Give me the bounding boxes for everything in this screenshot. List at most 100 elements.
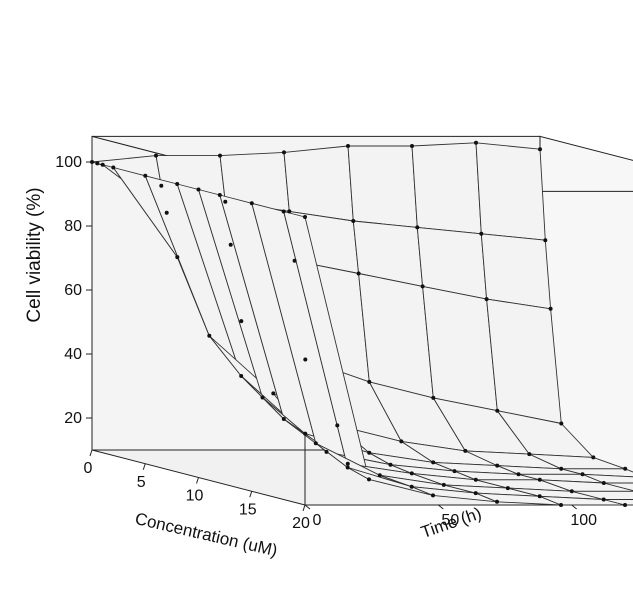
data-point-3-4 <box>367 379 372 384</box>
surface-cell-7-6 <box>603 482 633 492</box>
x-tick-label-15: 15 <box>239 501 257 518</box>
data-point-8-2 <box>377 473 382 478</box>
data-point-8-4 <box>505 486 510 491</box>
data-point-6-6 <box>580 472 585 477</box>
data-point-6-1 <box>260 395 265 400</box>
data-point-2-0 <box>100 162 105 167</box>
data-point-4-6 <box>527 452 532 457</box>
data-point-5-1 <box>239 374 244 378</box>
data-point-7-0 <box>217 193 222 197</box>
surface-cell-6-6 <box>582 473 633 484</box>
data-point-5-7 <box>623 466 628 471</box>
data-point-3-7 <box>559 421 564 426</box>
data-point-1-7 <box>543 238 548 243</box>
z-tick-label-left-60: 60 <box>64 282 82 299</box>
data-point-3-5 <box>431 395 436 400</box>
surface-cell-0-5 <box>411 142 482 235</box>
data-point-3-0 <box>111 165 116 170</box>
data-point-8-3 <box>441 482 446 487</box>
x-tick-15 <box>249 491 253 498</box>
data-point-2-2 <box>228 242 233 247</box>
data-point-10-5 <box>623 503 627 507</box>
data-point-10-1 <box>367 477 371 482</box>
data-point-7-1 <box>281 417 286 421</box>
data-point-9-0 <box>281 209 286 214</box>
data-point-9-4 <box>537 494 542 499</box>
x-tick-0 <box>89 449 93 457</box>
surface-cell-0-6 <box>475 142 546 241</box>
data-point-5-4 <box>431 460 436 465</box>
data-point-7-5 <box>537 477 542 482</box>
data-point-0-7 <box>538 147 542 152</box>
data-point-1-5 <box>415 225 420 230</box>
data-point-1-6 <box>479 231 484 236</box>
surface-cell-7-5 <box>539 479 633 492</box>
data-point-5-3 <box>367 450 372 455</box>
data-point-5-6 <box>559 466 564 471</box>
z-tick-label-left-80: 80 <box>64 218 82 235</box>
data-point-4-0 <box>143 173 148 178</box>
data-point-6-5 <box>516 472 521 477</box>
data-point-2-5 <box>420 284 425 289</box>
surface-cell-0-3 <box>283 145 354 222</box>
data-point-5-0 <box>175 182 180 186</box>
data-point-8-5 <box>569 489 574 494</box>
data-point-0-2 <box>218 153 222 158</box>
data-point-7-4 <box>473 477 478 482</box>
surface-cell-0-4 <box>347 145 418 228</box>
data-point-6-0 <box>196 187 201 192</box>
data-point-3-1 <box>175 255 180 260</box>
surface-cell-2-6 <box>486 298 562 424</box>
y-tick-100 <box>571 504 577 510</box>
data-point-10-4 <box>559 503 563 507</box>
data-point-7-3 <box>409 471 414 476</box>
data-point-4-2 <box>271 391 276 396</box>
data-point-3-2 <box>239 319 244 324</box>
data-point-9-1 <box>345 465 350 470</box>
x-tick-label-5: 5 <box>137 474 146 491</box>
y-tick-0 <box>304 504 311 510</box>
data-point-9-5 <box>601 497 606 502</box>
data-point-10-2 <box>431 493 435 498</box>
y-tick-label-50: 50 <box>441 512 459 529</box>
y-axis-title: Time (h) <box>418 504 483 542</box>
data-point-1-1 <box>159 183 164 188</box>
x-axis-title: Concentration (uM) <box>133 509 279 560</box>
data-point-1-4 <box>351 219 356 223</box>
surface-cell-2-5 <box>422 285 498 412</box>
data-point-4-3 <box>335 423 340 428</box>
data-point-6-3 <box>388 462 393 467</box>
data-point-9-2 <box>409 484 414 489</box>
data-point-3-6 <box>495 408 500 413</box>
z-tick-label-left-20: 20 <box>64 410 82 427</box>
z-axis-title: Cell viability (%) <box>24 187 45 322</box>
data-point-8-1 <box>313 441 318 446</box>
z-tick-label-left-100: 100 <box>55 154 82 171</box>
data-point-4-4 <box>399 439 404 444</box>
data-point-5-5 <box>495 463 500 468</box>
data-point-1-2 <box>223 199 228 204</box>
y-tick-label-100: 100 <box>570 512 597 529</box>
data-point-7-2 <box>345 461 350 466</box>
x-tick-label-0: 0 <box>84 460 93 477</box>
x-tick-10 <box>196 477 199 484</box>
surface-cell-8-5 <box>571 490 633 500</box>
y-tick-50 <box>438 504 444 510</box>
z-tick-label-left-40: 40 <box>64 346 82 363</box>
y-tick-label-0: 0 <box>313 512 322 529</box>
data-point-1-0 <box>95 161 100 166</box>
surface-cell-1-6 <box>480 233 552 310</box>
data-point-10-0 <box>303 215 307 219</box>
data-point-0-5 <box>410 144 414 148</box>
data-point-0-4 <box>346 144 350 148</box>
surface-cell-5-6 <box>560 468 633 478</box>
data-point-2-3 <box>292 258 297 263</box>
data-point-9-3 <box>473 491 478 496</box>
x-tick-20 <box>302 504 306 512</box>
data-point-2-6 <box>484 297 489 302</box>
data-point-3-3 <box>303 357 308 362</box>
data-point-8-0 <box>249 201 254 206</box>
data-point-2-4 <box>356 271 361 276</box>
data-point-6-2 <box>324 449 329 454</box>
